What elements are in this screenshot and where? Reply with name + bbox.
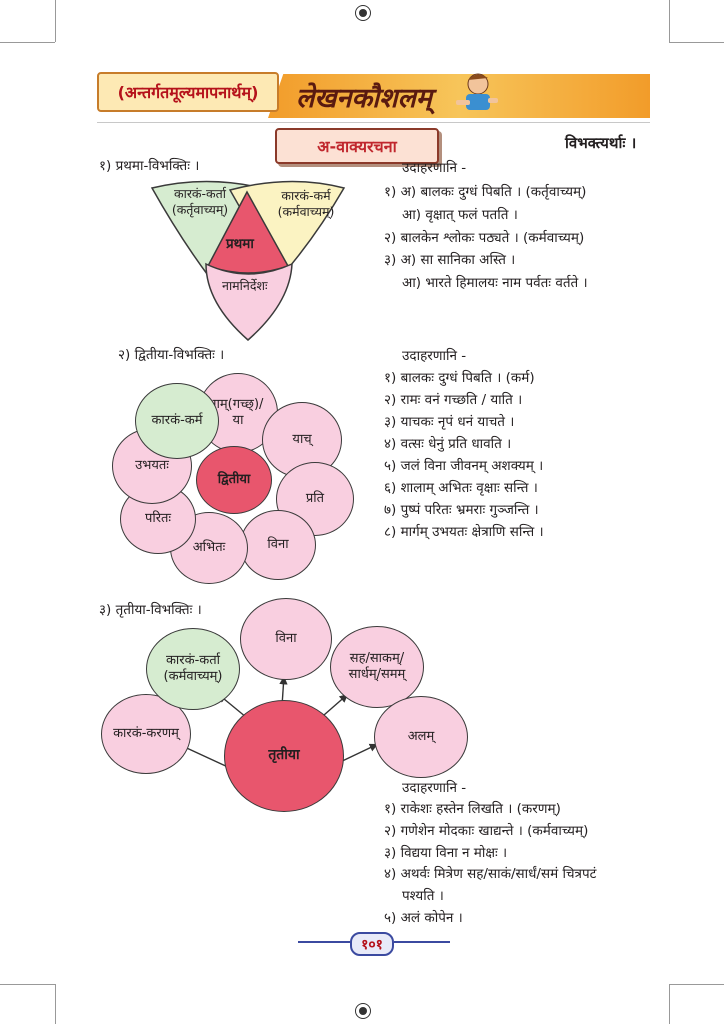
- tritiya-example: ४) अथर्वः मित्रेण सह/साकं/सार्धं/समं चित…: [384, 866, 597, 882]
- crop-mark: [55, 0, 56, 42]
- tritiya-center: तृतीया: [224, 700, 344, 812]
- prathama-example: आ) वृक्षात् फलं पतति ।: [402, 207, 518, 223]
- dvitiya-example: ४) वत्सः धेनुं प्रति धावति ।: [384, 436, 512, 452]
- student-illustration: [456, 73, 498, 110]
- crop-mark: [669, 984, 724, 985]
- dvitiya-petal-vina: विना: [240, 510, 316, 580]
- crop-mark: [669, 42, 724, 43]
- header-title: लेखनकौशलम्: [296, 83, 432, 114]
- dvitiya-example: १) बालकः दुग्धं पिबति । (कर्म): [384, 370, 535, 386]
- crop-mark: [669, 0, 670, 42]
- prathama-examples-title: उदाहरणानि -: [402, 160, 467, 176]
- prathama-example: २) बालकेन श्लोकः पठ्यते । (कर्मवाच्यम्): [384, 230, 585, 246]
- crop-mark: [669, 984, 670, 1024]
- prathama-node-naam: नामनिर्देशः: [222, 278, 268, 293]
- page-number: १०१: [350, 932, 394, 956]
- dvitiya-petal-karma: कारकं-कर्म: [135, 383, 219, 459]
- dvitiya-example: २) रामः वनं गच्छति / याति ।: [384, 392, 523, 408]
- dvitiya-example: ६) शालाम् अभितः वृक्षाः सन्ति ।: [384, 480, 538, 496]
- tritiya-example: २) गणेशेन मोदकाः खाद्यन्ते । (कर्मवाच्यम…: [384, 823, 589, 839]
- prathama-diagram: [150, 180, 346, 341]
- prathama-node-karma: कारकं-कर्म (कर्मवाच्यम्): [277, 188, 335, 220]
- tritiya-node-saha: सह/साकम्/ सार्धम्/समम्: [330, 626, 424, 708]
- tritiya-example: ५) अलं कोपेन ।: [384, 910, 463, 926]
- header-rule: [97, 122, 650, 123]
- prathama-example: आ) भारते हिमालयः नाम पर्वतः वर्तते ।: [402, 275, 588, 291]
- tritiya-examples-title: उदाहरणानि -: [402, 780, 467, 796]
- tritiya-node-karta: कारकं-कर्ता (कर्मवाच्यम्): [146, 628, 240, 710]
- dvitiya-heading: २) द्वितीया-विभक्तिः ।: [118, 347, 225, 363]
- tritiya-node-alam: अलम्: [374, 696, 468, 778]
- prathama-center: प्रथमा: [226, 236, 254, 252]
- tritiya-heading: ३) तृतीया-विभक्तिः ।: [99, 602, 202, 618]
- section-title: अ-वाक्यरचना: [275, 128, 439, 164]
- registration-mark-bottom: [355, 1003, 371, 1019]
- registration-mark-top: [355, 5, 371, 21]
- crop-mark: [0, 42, 55, 43]
- tritiya-node-vina: विना: [240, 598, 332, 680]
- dvitiya-example: ७) पुष्पं परितः भ्रमराः गुञ्जन्ति ।: [384, 502, 539, 518]
- footer-rule-left: [298, 941, 350, 943]
- prathama-example: ३) अ) सा सानिका अस्ति ।: [384, 252, 516, 268]
- header-subtitle: (अन्तर्गतमूल्यमापनार्थम्): [97, 72, 279, 112]
- dvitiya-example: ५) जलं विना जीवनम् अशक्यम् ।: [384, 458, 544, 474]
- dvitiya-examples-title: उदाहरणानि -: [402, 348, 467, 364]
- prathama-node-karta: कारकं-कर्ता (कर्तृवाच्यम्): [171, 186, 229, 218]
- header-banner: [268, 74, 650, 118]
- footer-rule-right: [394, 941, 450, 943]
- prathama-heading: १) प्रथमा-विभक्तिः ।: [99, 158, 200, 174]
- tritiya-example: पश्यति ।: [402, 888, 444, 904]
- dvitiya-center: द्वितीया: [196, 446, 272, 514]
- tritiya-example: ३) विद्यया विना न मोक्षः ।: [384, 845, 508, 861]
- crop-mark: [55, 984, 56, 1024]
- section-right-label: विभक्त्यर्थाः ।: [565, 134, 637, 152]
- dvitiya-example: ३) याचकः नृपं धनं याचते ।: [384, 414, 515, 430]
- dvitiya-example: ८) मार्गम् उभयतः क्षेत्राणि सन्ति ।: [384, 524, 544, 540]
- tritiya-example: १) राकेशः हस्तेन लिखति । (करणम्): [384, 801, 561, 817]
- prathama-example: १) अ) बालकः दुग्धं पिबति । (कर्तृवाच्यम्…: [384, 184, 587, 200]
- crop-mark: [0, 984, 55, 985]
